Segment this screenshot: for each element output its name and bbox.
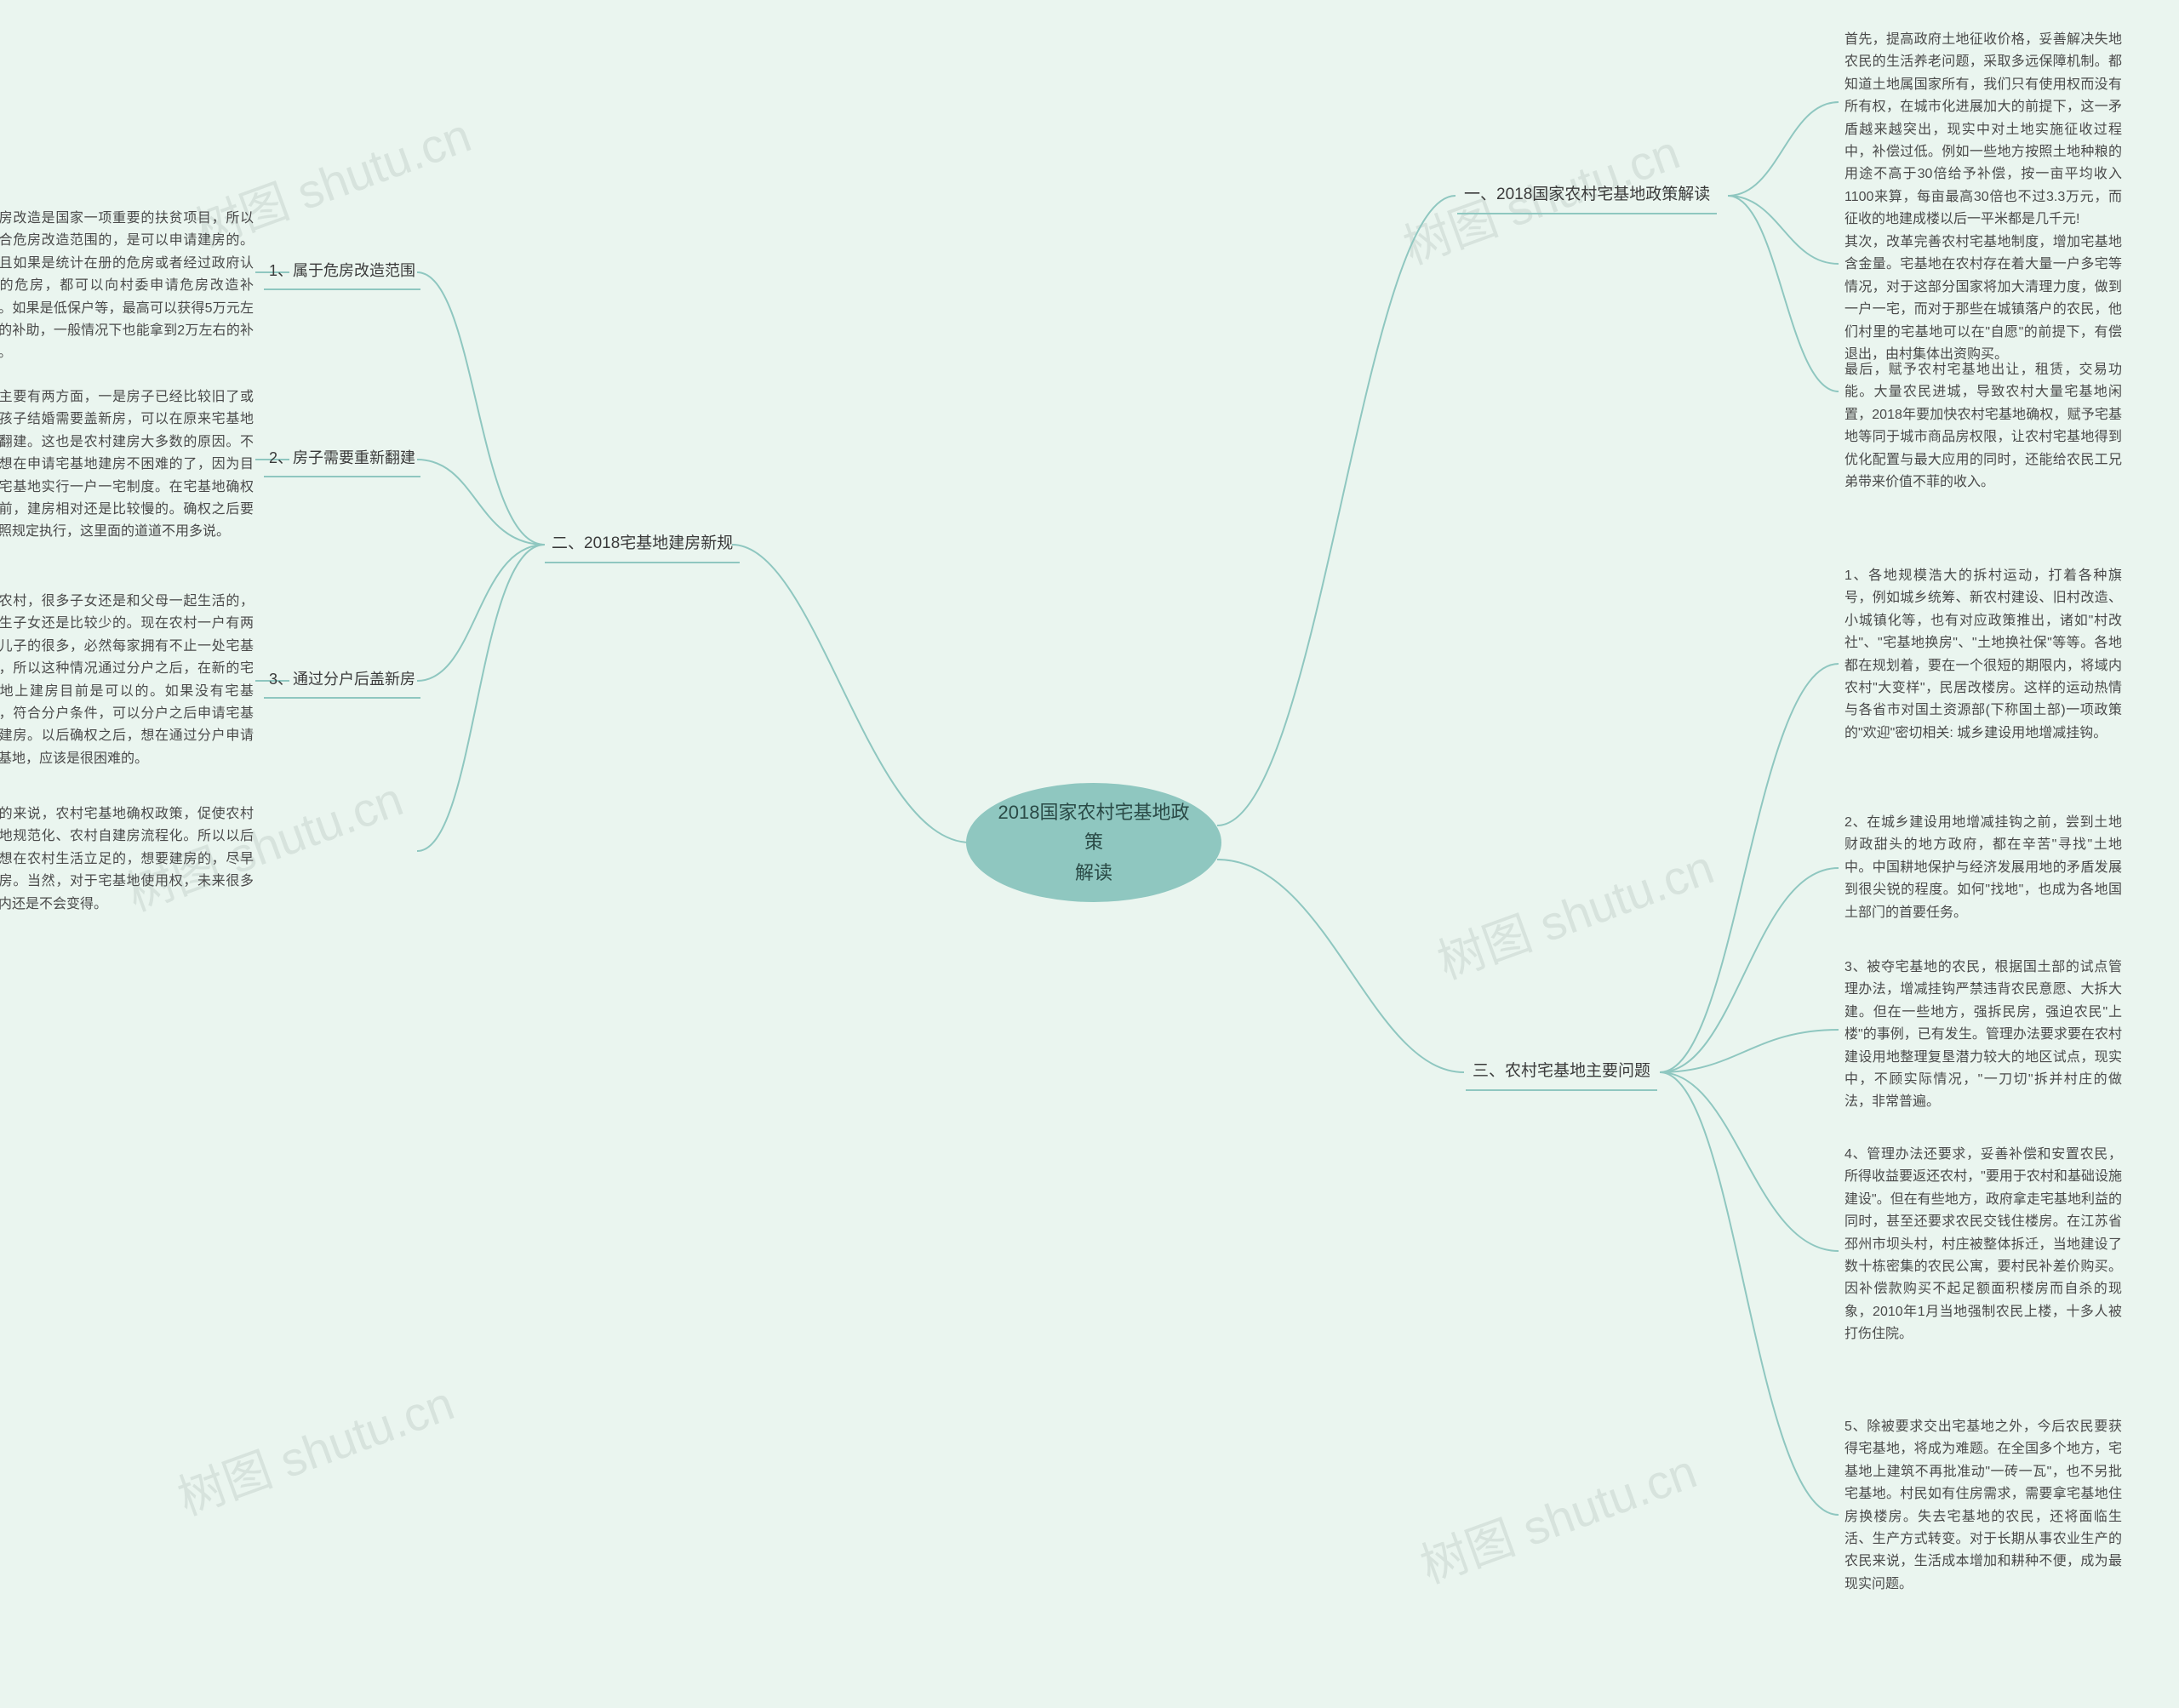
watermark: 树图 shutu.cn	[1427, 829, 1722, 992]
leaf-r1-1: 首先，提高政府土地征收价格，妥善解决失地农民的生活养老问题，采取多远保障机制。都…	[1843, 26, 2124, 235]
center-node: 2018国家农村宅基地政策解读	[966, 783, 1221, 902]
watermark: 树图 shutu.cn	[1410, 1433, 1705, 1597]
leaf-l2-summary: 总的来说，农村宅基地确权政策，促使农村用地规范化、农村自建房流程化。所以以后还想…	[0, 800, 255, 919]
leaf-r3-3: 3、被夺宅基地的农民，根据国土部的试点管理办法，增减挂钩严禁违背农民意愿、大拆大…	[1843, 953, 2124, 1117]
branch-left-2: 二、2018宅基地建房新规	[545, 528, 740, 563]
leaf-r3-5: 5、除被要求交出宅基地之外，今后农民要获得宅基地，将成为难题。在全国多个地方，宅…	[1843, 1413, 2124, 1599]
sub-l2-3: 3、通过分户后盖新房	[264, 664, 420, 699]
sub-l2-1: 1、属于危房改造范围	[264, 255, 420, 290]
leaf-r3-4: 4、管理办法还要求，妥善补偿和安置农民，所得收益要返还农村，"要用于农村和基础设…	[1843, 1140, 2124, 1350]
leaf-r1-2: 其次，改革完善农村宅基地制度，增加宅基地含金量。宅基地在农村存在着大量一户多宅等…	[1843, 228, 2124, 369]
leaf-r1-3: 最后，赋予农村宅基地出让，租赁，交易功能。大量农民进城，导致农村大量宅基地闲置，…	[1843, 356, 2124, 497]
leaf-r3-2: 2、在城乡建设用地增减挂钩之前，尝到土地财政甜头的地方政府，都在辛苦"寻找"土地…	[1843, 808, 2124, 928]
sub-l2-2: 2、房子需要重新翻建	[264, 443, 420, 477]
leaf-l2-1: 危房改造是国家一项重要的扶贫项目，所以符合危房改造范围的，是可以申请建房的。并且…	[0, 204, 255, 368]
leaf-l2-2: 这主要有两方面，一是房子已经比较旧了或者孩子结婚需要盖新房，可以在原来宅基地上翻…	[0, 383, 255, 547]
branch-right-1: 一、2018国家农村宅基地政策解读	[1457, 179, 1717, 214]
leaf-r3-1: 1、各地规模浩大的拆村运动，打着各种旗号，例如城乡统筹、新农村建设、旧村改造、小…	[1843, 562, 2124, 748]
branch-right-3: 三、农村宅基地主要问题	[1466, 1055, 1657, 1091]
watermark: 树图 shutu.cn	[167, 1365, 462, 1528]
leaf-l2-3: 在农村，很多子女还是和父母一起生活的，独生子女还是比较少的。现在农村一户有两个儿…	[0, 587, 255, 774]
